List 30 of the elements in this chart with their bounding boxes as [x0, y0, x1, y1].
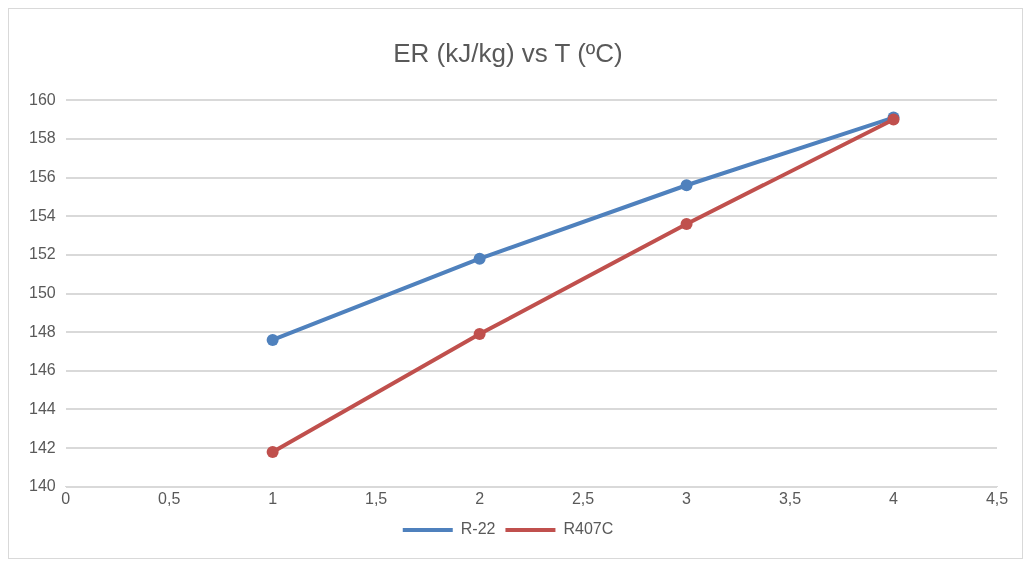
y-tick-label: 146: [28, 361, 56, 379]
x-tick-label: 0,5: [158, 489, 181, 507]
y-tick-label: 142: [28, 438, 56, 456]
x-tick-label: 2: [475, 489, 485, 507]
x-tick-label: 3: [682, 489, 692, 507]
x-tick-label: 4: [889, 489, 899, 507]
legend-label: R-22: [460, 520, 496, 538]
y-tick-label: 150: [28, 283, 56, 301]
point: [266, 333, 279, 346]
chart-title: ER (kJ/kg) vs T (ºC): [393, 37, 623, 68]
point: [473, 252, 486, 265]
y-tick-label: 152: [28, 245, 56, 263]
x-tick-label: 1,5: [365, 489, 388, 507]
x-tick-label: 1: [268, 489, 278, 507]
x-tick-label: 0: [61, 489, 71, 507]
y-tick-label: 144: [28, 399, 56, 417]
y-tick-label: 148: [28, 322, 56, 340]
y-tick-label: 140: [28, 477, 56, 495]
point: [680, 179, 693, 192]
point: [473, 328, 486, 341]
point: [266, 446, 279, 459]
y-tick-label: 158: [28, 129, 56, 147]
x-tick-label: 3,5: [778, 489, 802, 507]
y-tick-label: 156: [28, 167, 56, 185]
y-tick-label: 154: [28, 206, 56, 224]
y-tick-label: 160: [28, 90, 56, 108]
point: [680, 217, 693, 230]
x-tick-label: 4,5: [985, 489, 1009, 507]
x-tick-label: 2,5: [571, 489, 595, 507]
legend-label: R407C: [563, 520, 614, 538]
